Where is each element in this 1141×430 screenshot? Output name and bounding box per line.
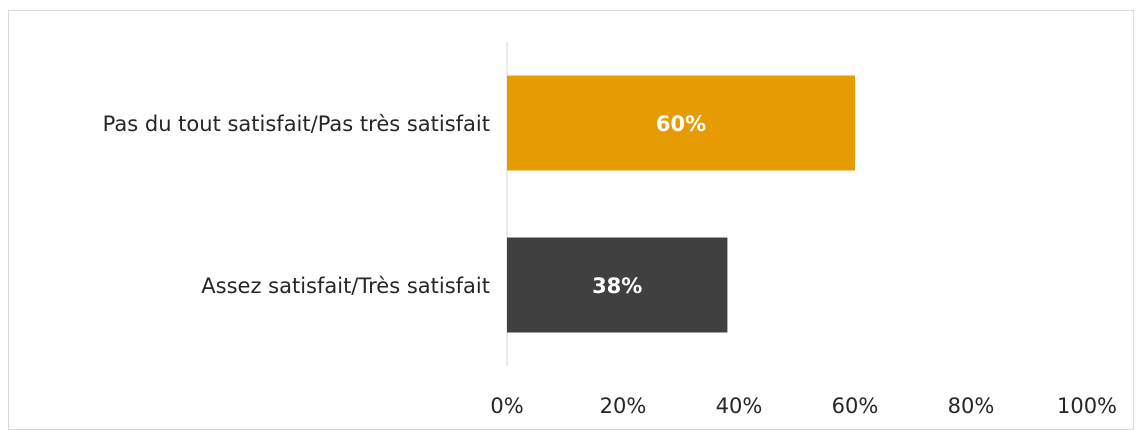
- x-tick-label: 80%: [948, 394, 995, 418]
- bars-group: 60% 38%: [507, 75, 855, 333]
- x-tick-label: 20%: [600, 394, 647, 418]
- x-tick-label: 100%: [1057, 394, 1117, 418]
- category-labels-group: Pas du tout satisfait/Pas très satisfait…: [103, 112, 490, 298]
- x-tick-label: 40%: [716, 394, 763, 418]
- data-label-2: 38%: [592, 274, 642, 298]
- data-label-1: 60%: [656, 112, 706, 136]
- bar-2: [507, 237, 728, 333]
- bar-1: [507, 75, 855, 171]
- category-label-1: Pas du tout satisfait/Pas très satisfait: [103, 112, 490, 136]
- x-tick-label: 0%: [490, 394, 523, 418]
- x-tick-labels-group: 0% 20% 40% 60% 80% 100%: [490, 394, 1117, 418]
- category-label-2: Assez satisfait/Très satisfait: [201, 274, 490, 298]
- x-tick-label: 60%: [832, 394, 879, 418]
